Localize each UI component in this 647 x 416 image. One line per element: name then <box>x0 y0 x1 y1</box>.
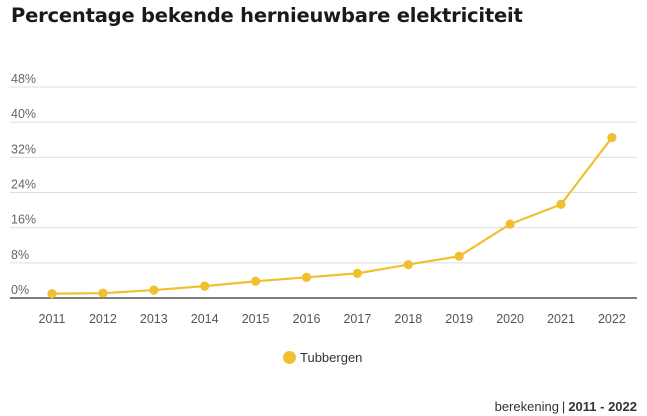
x-tick-label: 2012 <box>89 312 117 326</box>
line-chart: 0% 8% 16% 24% 32% 40% 48% 2011 2012 2013 2014 2015… <box>10 72 637 326</box>
data-point[interactable] <box>505 219 515 229</box>
x-tick-label: 2015 <box>242 312 270 326</box>
y-tick-label: 16% <box>11 213 36 227</box>
data-point[interactable] <box>352 268 362 278</box>
footer-label: berekening <box>494 399 559 414</box>
data-point[interactable] <box>454 251 464 261</box>
x-tick-label: 2019 <box>445 312 473 326</box>
x-tick-label: 2017 <box>343 312 371 326</box>
x-tick-label: 2022 <box>598 312 626 326</box>
y-tick-label: 0% <box>11 283 29 297</box>
data-point[interactable] <box>251 276 261 286</box>
data-point[interactable] <box>556 199 566 209</box>
footer-period: 2011 - 2022 <box>568 399 637 414</box>
chart-title: Percentage bekende hernieuwbare elektric… <box>11 4 523 27</box>
y-tick-label: 8% <box>11 248 29 262</box>
y-tick-label: 24% <box>11 178 36 192</box>
x-axis-ticks: 2011 2012 2013 2014 2015 2016 2017 2018 2019 2020… <box>39 312 626 326</box>
data-point[interactable] <box>47 289 57 299</box>
data-point[interactable] <box>301 272 312 282</box>
y-tick-label: 40% <box>11 107 36 121</box>
x-tick-label: 2018 <box>394 312 422 326</box>
y-tick-label: 48% <box>11 72 36 86</box>
x-tick-label: 2011 <box>39 312 66 326</box>
x-tick-label: 2014 <box>191 312 219 326</box>
data-point[interactable] <box>200 281 210 291</box>
data-point[interactable] <box>607 132 617 143</box>
source-footer: berekening | 2011 - 2022 <box>495 399 637 414</box>
y-tick-label: 32% <box>11 142 36 156</box>
footer-separator: | <box>561 399 566 414</box>
legend-label: Tubbergen <box>300 350 363 365</box>
data-point[interactable] <box>98 288 108 298</box>
x-tick-label: 2013 <box>140 312 168 326</box>
x-tick-label: 2016 <box>293 312 321 326</box>
y-axis-ticks: 0% 8% 16% 24% 32% 40% 48% <box>11 72 36 297</box>
data-point[interactable] <box>403 259 413 270</box>
series-line <box>51 136 613 295</box>
x-tick-label: 2020 <box>496 312 524 326</box>
data-point[interactable] <box>149 285 159 295</box>
gridlines <box>10 86 637 299</box>
legend[interactable]: Tubbergen <box>283 350 362 365</box>
legend-marker <box>283 351 296 364</box>
x-tick-label: 2021 <box>547 312 575 326</box>
data-series <box>47 132 617 299</box>
